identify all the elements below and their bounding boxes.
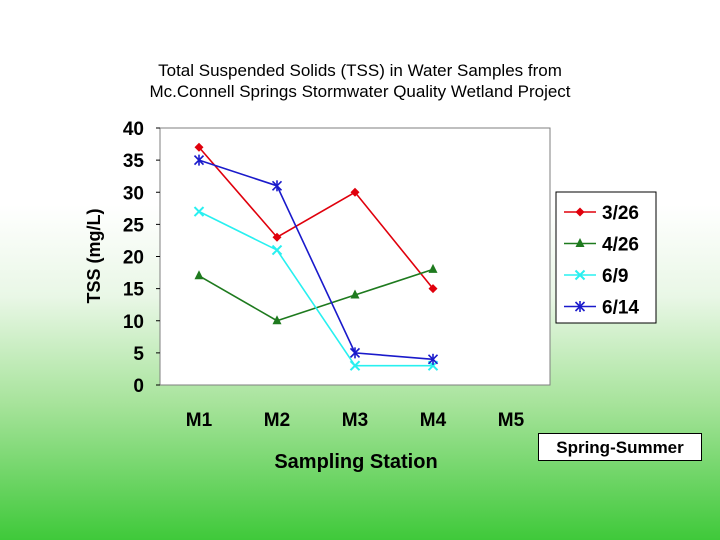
data-point — [575, 238, 585, 247]
data-point — [194, 142, 204, 152]
data-point — [193, 154, 205, 166]
data-point — [574, 269, 586, 281]
legend-box — [555, 191, 657, 324]
y-tick-label: 25 — [123, 215, 145, 236]
legend-item: 6/14 — [564, 298, 639, 319]
data-point — [193, 206, 205, 217]
data-point — [271, 180, 283, 192]
series-line — [198, 146, 434, 290]
x-tick-label: M4 — [420, 410, 447, 431]
y-tick-label: 20 — [123, 248, 144, 269]
legend-label: 4/26 — [602, 235, 639, 256]
y-tick-label: 5 — [133, 344, 144, 365]
data-point — [349, 360, 361, 371]
legend-label: 6/14 — [602, 298, 639, 319]
series-markers — [193, 142, 439, 371]
data-point — [428, 263, 438, 273]
series-line — [198, 159, 434, 361]
chart-title: Total Suspended Solids (TSS) in Water Sa… — [0, 60, 720, 102]
title-line-1: Total Suspended Solids (TSS) in Water Sa… — [158, 61, 562, 80]
series-lines — [198, 146, 434, 367]
data-point — [272, 315, 282, 325]
data-point — [428, 284, 438, 294]
y-axis: 0 5 10 15 20 25 30 35 40 — [123, 119, 160, 397]
data-point — [272, 232, 282, 242]
legend-item: 4/26 — [564, 235, 639, 256]
y-tick-label: 15 — [123, 280, 145, 301]
plot-area — [159, 127, 551, 386]
data-point — [574, 301, 586, 312]
season-badge: Spring-Summer — [538, 433, 702, 461]
legend-label: 6/9 — [602, 266, 628, 287]
y-axis-title: TSS (mg/L) — [84, 209, 104, 304]
y-tick-label: 0 — [133, 376, 144, 397]
series-line — [198, 210, 433, 367]
data-point — [349, 347, 361, 359]
x-axis: M1 M2 M3 M4 M5 — [186, 410, 525, 431]
legend: 3/26 4/26 6/9 6/14 — [564, 203, 639, 319]
x-tick-label: M5 — [498, 410, 525, 431]
data-point — [194, 270, 204, 280]
legend-label: 3/26 — [602, 203, 639, 224]
legend-item: 3/26 — [564, 203, 639, 224]
x-tick-label: M2 — [264, 410, 290, 431]
data-point — [271, 244, 283, 256]
y-tick-label: 40 — [123, 119, 144, 140]
y-tick-label: 10 — [123, 312, 144, 333]
y-tick-label: 30 — [123, 183, 144, 204]
y-tick-label: 35 — [123, 151, 145, 172]
x-tick-label: M3 — [342, 410, 368, 431]
data-point — [427, 353, 439, 365]
data-point — [350, 289, 360, 299]
title-line-2: Mc.Connell Springs Stormwater Quality We… — [149, 82, 571, 101]
x-tick-label: M1 — [186, 410, 213, 431]
data-point — [575, 207, 585, 217]
legend-item: 6/9 — [564, 266, 628, 287]
x-axis-title: Sampling Station — [274, 451, 437, 473]
data-point — [350, 187, 360, 197]
